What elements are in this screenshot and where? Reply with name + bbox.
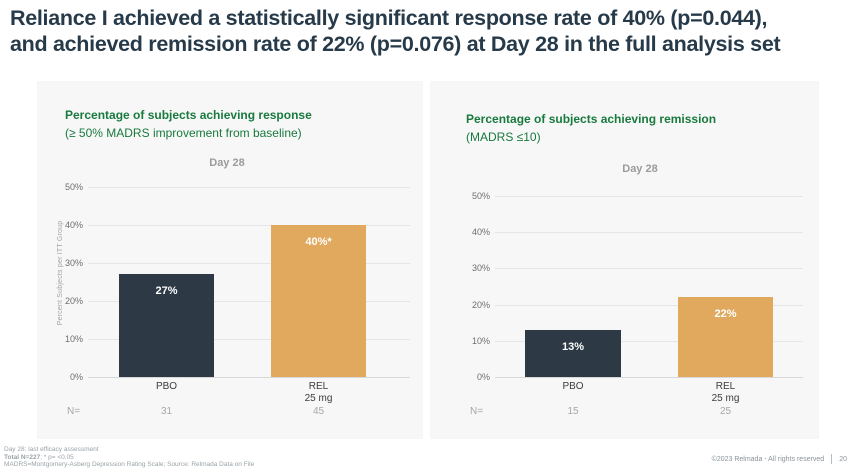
- gridline-0: [88, 377, 410, 378]
- y-tick-10: 10%: [471, 336, 490, 346]
- copyright-row: ©2023 Relmada - All rights reserved 20: [712, 454, 847, 464]
- remission-chart-title: Percentage of subjects achieving remissi…: [466, 112, 717, 126]
- y-tick-30: 30%: [64, 258, 83, 268]
- response-chart-title: Percentage of subjects achieving respons…: [65, 108, 312, 122]
- gridline-0: [495, 377, 803, 378]
- remission-n-rel: 25: [719, 406, 732, 417]
- y-tick-40: 40%: [64, 220, 83, 230]
- footnote-line2-rest: ; * p= <0.05: [40, 453, 74, 461]
- remission-chart-panel: Percentage of subjects achieving remissi…: [430, 81, 819, 439]
- y-tick-50: 50%: [471, 191, 490, 201]
- remission-x-label-rel-line1: REL: [715, 381, 736, 392]
- footnote-line1: Day 28: last efficacy assessment: [4, 446, 99, 453]
- response-bar-pbo-value: 27%: [155, 285, 178, 298]
- gridline-10: [495, 341, 803, 342]
- remission-bar-rel: 22%: [678, 297, 773, 377]
- gridline-10: [88, 339, 410, 340]
- y-tick-0: 0%: [476, 372, 490, 382]
- y-tick-20: 20%: [471, 300, 490, 310]
- response-x-label-rel: REL 25 mg: [271, 381, 366, 405]
- y-tick-20: 20%: [64, 296, 83, 306]
- footnotes: Day 28: last efficacy assessment Total N…: [4, 446, 254, 469]
- page-number: 20: [839, 455, 847, 463]
- y-tick-50: 50%: [64, 182, 83, 192]
- remission-bar-pbo: 13%: [525, 329, 621, 377]
- remission-bar-rel-value: 22%: [714, 308, 737, 321]
- response-x-label-rel-line1: REL: [308, 381, 329, 392]
- remission-chart-subtitle: (MADRS ≤10): [466, 130, 541, 144]
- response-chart-subtitle: (≥ 50% MADRS improvement from baseline): [65, 126, 302, 140]
- footnote-line3: MADRS=Montgomery-Asberg Depression Ratin…: [4, 461, 255, 469]
- response-bar-rel-value: 40%*: [305, 236, 332, 248]
- response-period-label: Day 28: [209, 157, 245, 169]
- gridline-20: [88, 301, 410, 302]
- remission-period-label: Day 28: [622, 163, 658, 175]
- footnote-line2: Total N=227; * p= <0.05: [4, 454, 254, 462]
- y-tick-40: 40%: [471, 227, 490, 237]
- gridline-30: [495, 268, 803, 269]
- y-tick-30: 30%: [471, 263, 490, 273]
- page-separator: [831, 454, 833, 464]
- response-x-label-rel-line2: 25 mg: [304, 393, 333, 404]
- slide-title: Reliance I achieved a statistically sign…: [10, 5, 850, 57]
- response-x-label-pbo: PBO: [155, 381, 178, 392]
- slide-title-line1: Reliance I achieved a statistically sign…: [10, 6, 768, 30]
- y-tick-10: 10%: [64, 334, 83, 344]
- response-bar-pbo: 27%: [119, 274, 214, 377]
- remission-x-label-pbo: PBO: [562, 381, 584, 392]
- slide-title-line2: and achieved remission rate of 22% (p=0.…: [10, 32, 781, 56]
- remission-n-pbo: 15: [567, 406, 579, 417]
- remission-x-label-rel-line2: 25 mg: [711, 393, 740, 404]
- response-bar-rel: 40%*: [271, 225, 366, 377]
- gridline-40: [495, 232, 803, 233]
- gridline-30: [88, 263, 410, 264]
- remission-x-label-rel: REL 25 mg: [678, 381, 773, 405]
- gridline-50: [88, 187, 410, 188]
- footnote-line2-bold: Total N=227: [4, 453, 41, 461]
- response-n-pbo: 31: [160, 406, 173, 417]
- response-chart-panel: Percentage of subjects achieving respons…: [37, 81, 423, 439]
- gridline-50: [495, 196, 803, 197]
- response-n-rel: 45: [312, 406, 325, 417]
- remission-bar-pbo-value: 13%: [561, 340, 585, 353]
- gridline-20: [495, 305, 803, 306]
- y-tick-0: 0%: [69, 372, 83, 382]
- gridline-40: [88, 225, 410, 226]
- remission-n-label: N=: [470, 406, 484, 417]
- response-n-label: N=: [67, 406, 81, 417]
- copyright-text: ©2023 Relmada - All rights reserved: [711, 455, 825, 463]
